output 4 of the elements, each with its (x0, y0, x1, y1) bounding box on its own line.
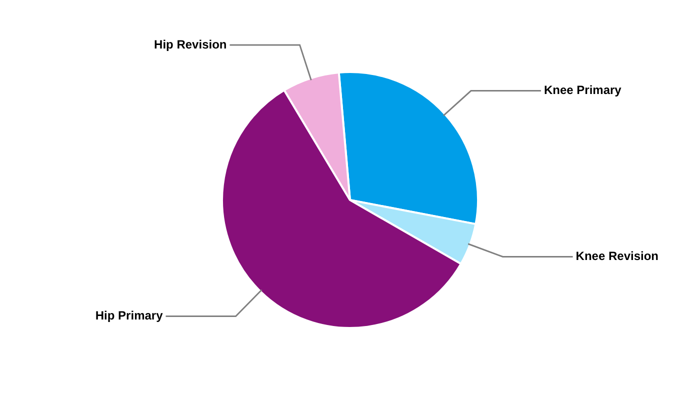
slice-label: Hip Primary (95, 308, 164, 323)
slice-label: Hip Revision (154, 37, 227, 52)
slice-label: Knee Revision (576, 249, 658, 264)
slice-label: Knee Primary (544, 83, 622, 98)
